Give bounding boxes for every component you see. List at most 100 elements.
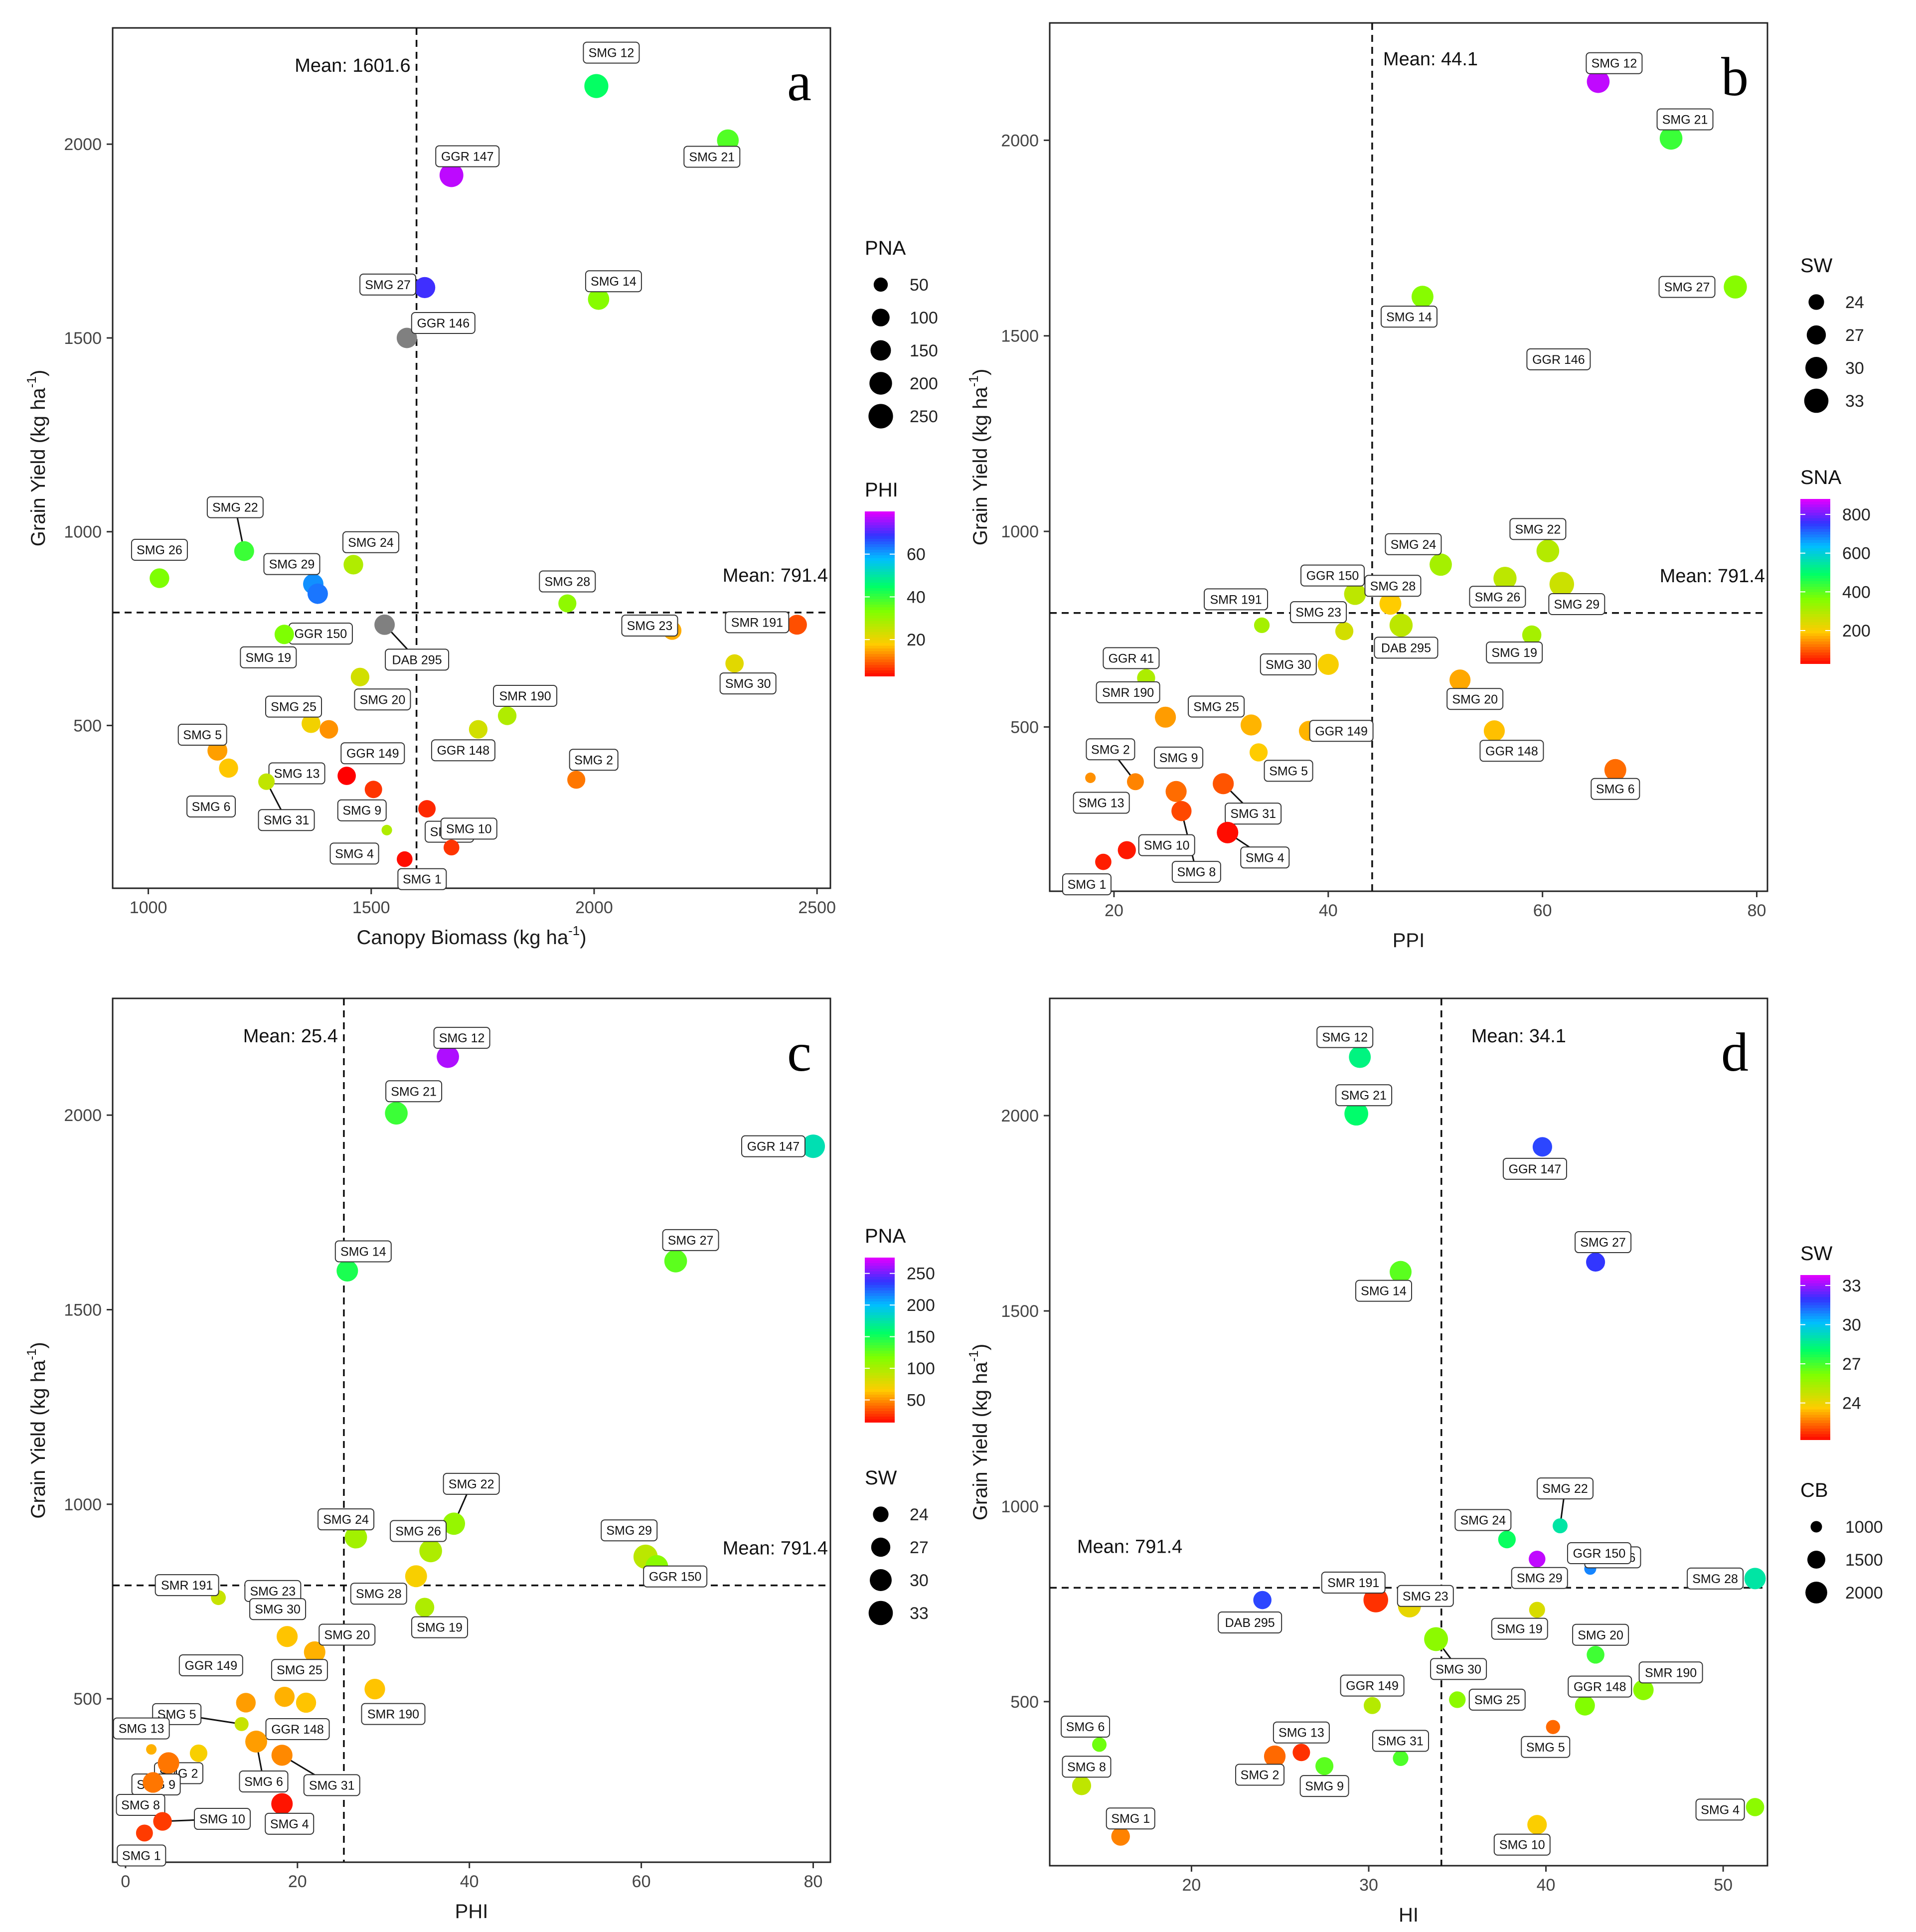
color-legend-bar: [865, 514, 895, 517]
data-point: [1527, 1815, 1547, 1835]
point-label: SMG 20: [1578, 1628, 1623, 1642]
data-point: [158, 1752, 179, 1774]
label-box: [303, 1774, 360, 1796]
label-box: [1695, 1798, 1745, 1821]
data-point: [1746, 1798, 1764, 1816]
point-label: SMG 23: [1295, 606, 1341, 620]
size-legend-label: 1500: [1845, 1551, 1883, 1570]
point-label: SMG 29: [1554, 598, 1599, 612]
data-point: [207, 741, 228, 761]
data-point: [1390, 1261, 1412, 1283]
label-box: [318, 1508, 375, 1531]
color-legend-bar: [865, 645, 895, 649]
point-label: SMG 25: [1474, 1693, 1520, 1707]
color-legend-bar: [865, 1320, 895, 1324]
x-tick-label: 60: [1533, 901, 1552, 920]
color-legend-bar: [865, 1334, 895, 1338]
size-legend-label: 27: [910, 1538, 929, 1557]
y-axis-title: Grain Yield (kg ha-1): [966, 369, 991, 545]
data-point: [419, 1539, 442, 1563]
data-point: [439, 163, 464, 187]
color-legend-bar: [1800, 620, 1830, 623]
color-legend-label: 150: [907, 1328, 935, 1347]
color-legend-bar: [865, 511, 895, 515]
data-point: [1393, 1750, 1409, 1767]
color-legend-bar: [1800, 660, 1830, 664]
color-legend-bar: [1800, 1368, 1830, 1372]
point-label: SMG 13: [1079, 796, 1124, 810]
size-legend-key: [872, 309, 890, 326]
size-legend-label: 50: [910, 276, 929, 295]
x-tick-label: 2500: [798, 898, 836, 917]
color-legend-title: SW: [1800, 1243, 1833, 1265]
size-legend-key: [873, 1506, 889, 1522]
label-box: [1355, 1280, 1412, 1302]
color-legend-bar: [865, 1345, 895, 1349]
point-label: GGR 149: [1315, 724, 1368, 738]
color-legend-bar: [1800, 584, 1830, 587]
color-legend-bar: [865, 1381, 895, 1384]
size-legend-label: 2000: [1845, 1584, 1883, 1603]
color-legend-bar: [865, 569, 895, 572]
color-legend-bar: [1800, 573, 1830, 576]
color-legend-label: 250: [907, 1265, 935, 1284]
color-legend-bar: [1800, 570, 1830, 574]
color-legend-bar: [1800, 1354, 1830, 1358]
label-box: [1062, 873, 1112, 896]
label-box: [361, 1703, 426, 1725]
x-axis-unit-sup: -1: [568, 923, 580, 938]
mean-hline-label: Mean: 791.4: [723, 1538, 828, 1559]
data-point: [584, 74, 609, 98]
color-legend-bar: [1800, 609, 1830, 612]
color-legend-bar: [1800, 1291, 1830, 1295]
size-legend-key: [870, 340, 891, 361]
color-legend-bar: [865, 599, 895, 603]
mean-hline-label: Mean: 791.4: [1660, 566, 1765, 587]
y-tick-label: 1500: [1001, 327, 1039, 346]
color-legend-bar: [865, 1298, 895, 1302]
color-legend-bar: [1800, 631, 1830, 634]
point-label: SMG 24: [1391, 538, 1437, 552]
y-axis-unit-sup: -1: [24, 376, 39, 388]
point-label: SMG 28: [1370, 579, 1416, 593]
size-legend-key: [868, 1601, 893, 1625]
data-point: [385, 1102, 408, 1125]
color-legend-bar: [865, 605, 895, 608]
panel-d: 20 30 40 50 500 1000 1500 2000 HI Grain Yield (kg…: [966, 997, 1883, 1926]
color-legend-bar: [1800, 1415, 1830, 1418]
x-tick-label: 30: [1359, 1876, 1378, 1895]
x-tick-label: 1000: [130, 898, 167, 917]
color-legend-bar: [865, 591, 895, 594]
label-box: [493, 685, 558, 707]
data-point: [1522, 625, 1542, 645]
data-point: [725, 654, 744, 673]
data-point: [364, 1678, 385, 1700]
label-box: [1658, 276, 1716, 298]
y-tick-label: 1500: [64, 329, 102, 348]
label-box: [1374, 637, 1438, 659]
x-axis-title: HI: [1399, 1904, 1419, 1926]
data-point: [1449, 1691, 1466, 1708]
label-box: [354, 688, 411, 711]
color-legend-bar: [865, 594, 895, 597]
label-box: [435, 145, 500, 167]
color-legend-bar: [1800, 504, 1830, 508]
data-point: [337, 767, 356, 785]
color-legend-bar: [1800, 548, 1830, 552]
point-label: SMG 31: [1230, 807, 1276, 821]
color-legend-bar: [865, 536, 895, 539]
point-label: SMG 8: [1177, 865, 1216, 879]
data-point: [1249, 743, 1268, 762]
point-label: SMG 19: [417, 1621, 463, 1635]
color-legend-bar: [1800, 559, 1830, 563]
data-point: [1483, 720, 1505, 742]
color-legend-bar: [865, 607, 895, 611]
label-box: [1364, 575, 1422, 597]
data-point: [1254, 617, 1270, 634]
label-box: [431, 739, 495, 762]
size-legend-title: PNA: [865, 237, 906, 259]
size-legend-title: SW: [1800, 255, 1833, 277]
label-box: [1061, 1716, 1111, 1738]
data-point: [1724, 275, 1747, 299]
color-legend-bar: [865, 522, 895, 526]
